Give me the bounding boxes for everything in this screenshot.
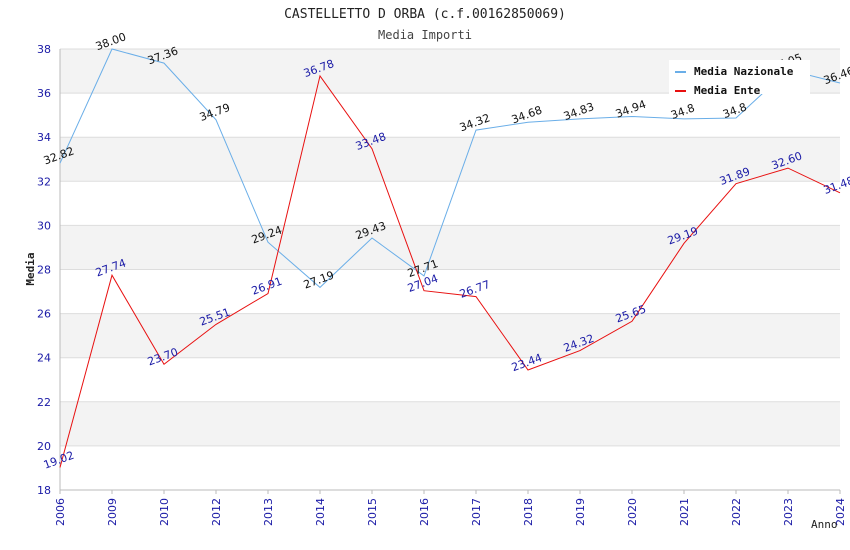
x-tick-label: 2022 [730, 498, 743, 526]
x-tick-label: 2012 [210, 498, 223, 526]
legend-box [669, 60, 810, 94]
y-tick-label: 22 [37, 396, 51, 409]
y-tick-label: 36 [37, 87, 51, 100]
x-tick-label: 2016 [418, 498, 431, 526]
x-tick-label: 2013 [262, 498, 275, 526]
axes [59, 49, 841, 494]
x-tick-label: 2021 [678, 498, 691, 526]
legend-label-media-ente: Media Ente [694, 84, 761, 97]
x-tick-label: 2017 [470, 498, 483, 526]
x-tick-label: 2020 [626, 498, 639, 526]
y-tick-label: 32 [37, 175, 51, 188]
plot-band [60, 357, 840, 402]
chart-title: CASTELLETTO D ORBA (c.f.00162850069) [284, 7, 566, 22]
x-tick-label: 2018 [522, 498, 535, 526]
plot-band [60, 93, 840, 138]
y-tick-label: 18 [37, 484, 51, 497]
plot-band [60, 445, 840, 490]
series-line-media-nazionale [59, 48, 841, 289]
y-tick-label: 30 [37, 219, 51, 232]
series-line-media-ente [59, 74, 841, 468]
legend-label-media-nazionale: Media Nazionale [694, 65, 794, 78]
plot-band [60, 269, 840, 314]
x-tick-label: 2024 [834, 498, 847, 526]
y-tick-label: 34 [37, 131, 51, 144]
y-axis-label: Media [24, 252, 37, 285]
x-axis-label: Anno [811, 518, 838, 531]
x-tick-label: 2006 [54, 498, 67, 526]
y-tick-label: 20 [37, 440, 51, 453]
y-tick-labels: 18 20 22 24 26 28 30 32 34 36 38 [37, 43, 51, 497]
y-tick-label: 26 [37, 308, 51, 321]
x-tick-label: 2009 [106, 498, 119, 526]
plot-band [60, 137, 840, 182]
y-tick-label: 28 [37, 264, 51, 277]
x-tick-label: 2014 [314, 498, 327, 526]
plot-band [60, 313, 840, 358]
legend: Media Nazionale Media Ente [669, 60, 810, 97]
plot-background-bands [60, 49, 840, 490]
x-tick-label: 2023 [782, 498, 795, 526]
y-tick-label: 24 [37, 352, 51, 365]
x-tick-labels: 2006 2009 2010 2012 2013 2014 2015 2016 2017 2018… [54, 498, 847, 526]
series-lines [59, 48, 841, 468]
plot-band [60, 401, 840, 446]
y-tick-label: 38 [37, 43, 51, 56]
chart-subtitle: Media Importi [378, 28, 472, 42]
x-tick-label: 2015 [366, 498, 379, 526]
x-tick-label: 2019 [574, 498, 587, 526]
plot-band [60, 225, 840, 270]
x-tick-label: 2010 [158, 498, 171, 526]
